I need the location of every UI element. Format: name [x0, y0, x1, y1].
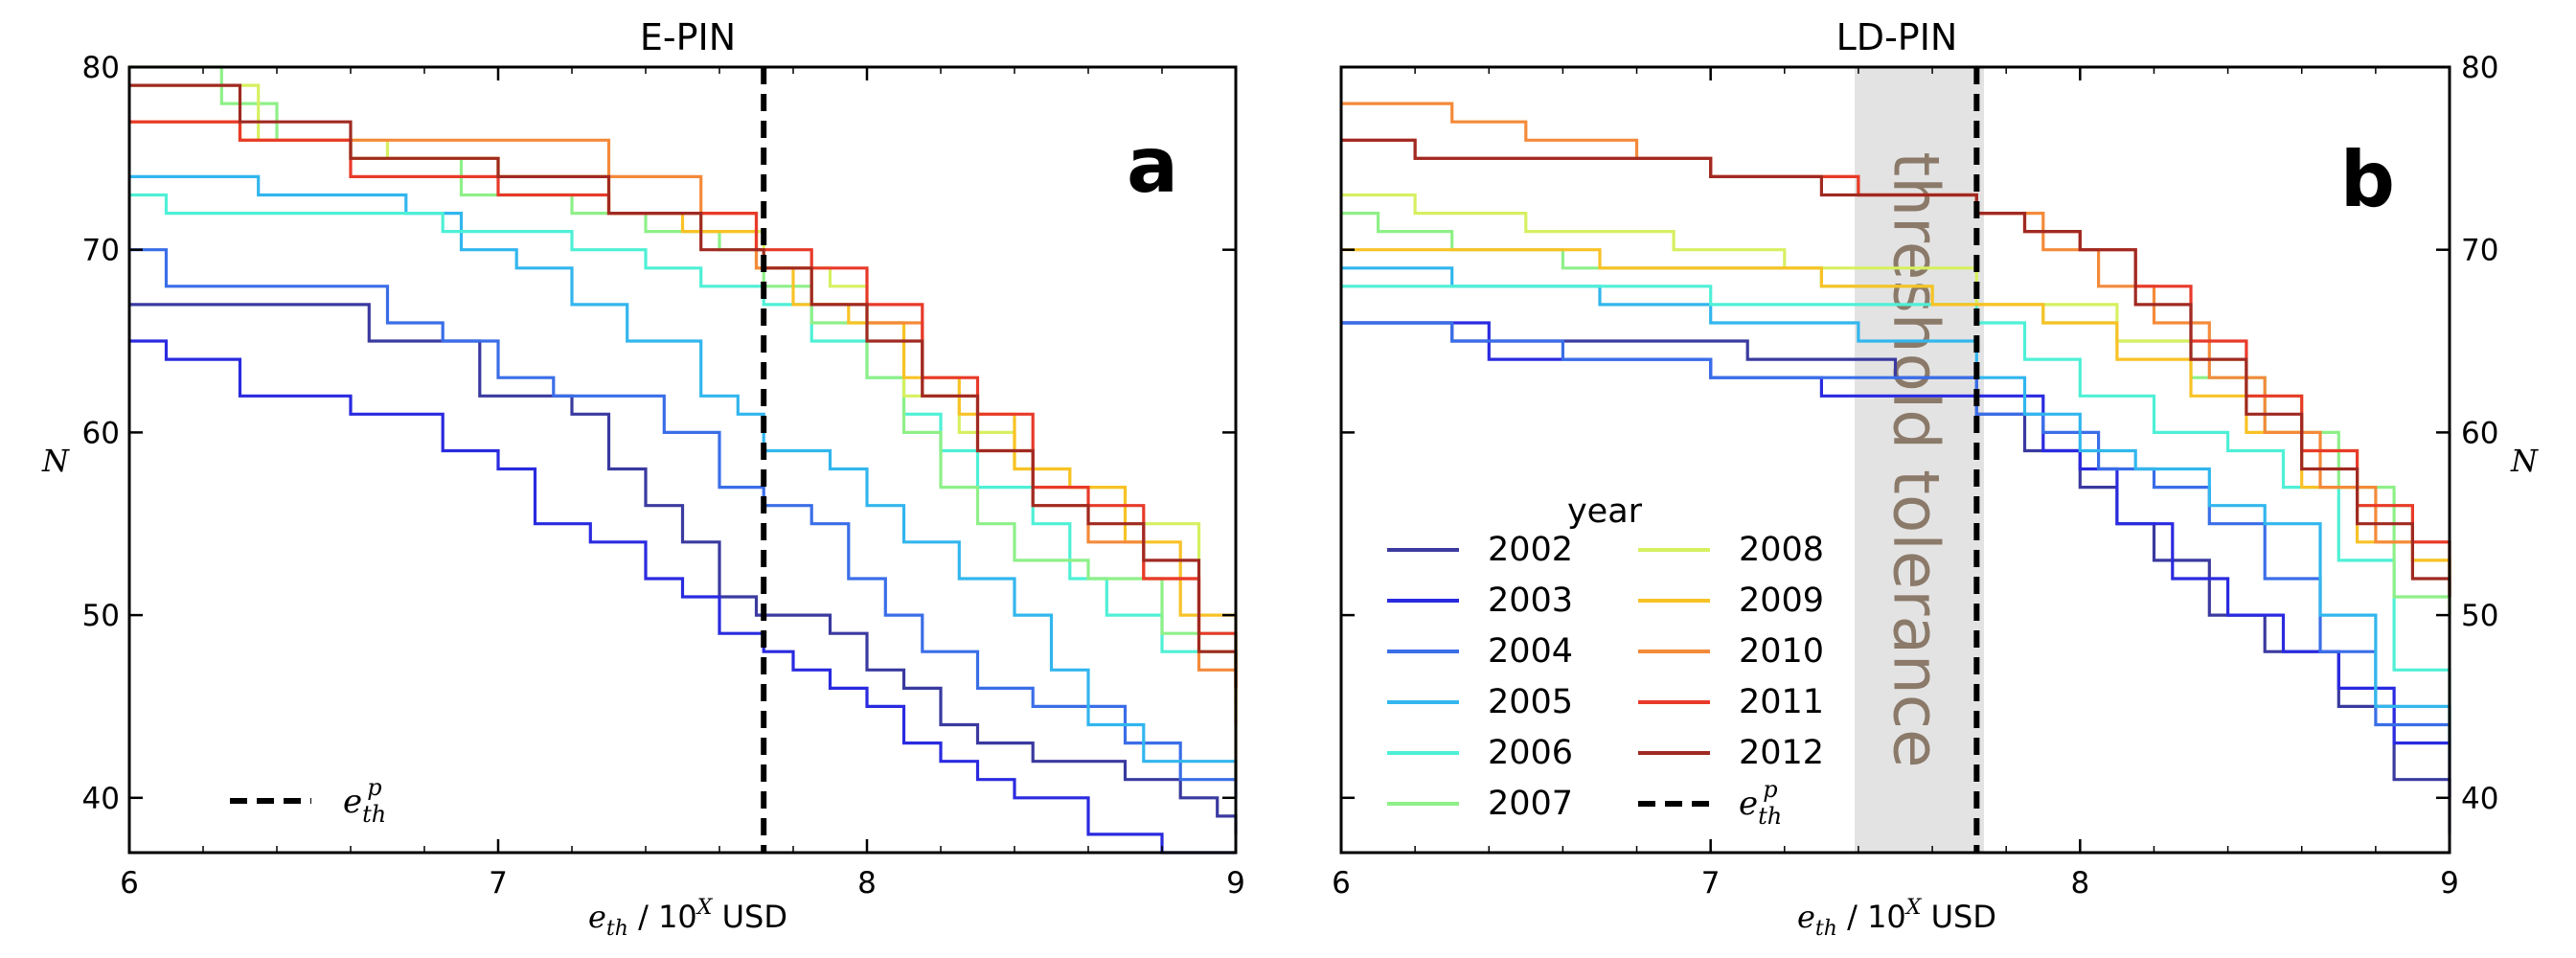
panel-a-series-2011: [129, 120, 1238, 689]
legend-label-2006: 2006: [1488, 734, 1573, 772]
panel-a-series-group: [129, 65, 1238, 855]
panel-a-series-2002: [129, 303, 1238, 834]
panel-b-series-group: [1341, 102, 2451, 834]
panel-b-series-2006: [1341, 285, 2451, 762]
panel-a-series-2012: [129, 83, 1238, 689]
panel-b-y-tick-label: 60: [2461, 416, 2498, 450]
panel-a-frame: [127, 65, 1238, 855]
tolerance-band: [1855, 67, 1985, 853]
panel-b-frame: [1339, 65, 2451, 855]
panel-b-y-tick-label: 40: [2461, 782, 2498, 816]
legend-title: year: [1567, 492, 1643, 531]
panel-b-x-tick-label: 9: [2440, 866, 2459, 901]
panel-a-legend-label: ethp: [343, 774, 386, 828]
panel-a-x-tick-label: 7: [489, 866, 508, 901]
panel-a-series-2003: [129, 339, 1236, 855]
panel-a-x-label: eth / 10X USD: [588, 896, 787, 941]
panel-b-letter: b: [2340, 135, 2395, 224]
panel-b-ticks: 6 7 8 9 40 50 60 70 80: [1332, 51, 2498, 901]
panel-b-x-label: eth / 10X USD: [1797, 896, 1996, 941]
panel-a-x-tick-label: 9: [1226, 866, 1245, 901]
panel-b-y-label: N: [2510, 443, 2539, 479]
panel-b-series-2005: [1341, 266, 2451, 725]
legend-label-2012: 2012: [1739, 734, 1824, 772]
legend-threshold-label: ethp: [1739, 776, 1782, 830]
panel-a-plot-area: [129, 67, 1236, 853]
panel-b-x-tick-label: 8: [2070, 866, 2089, 901]
panel-b-title: LD-PIN: [1836, 16, 1958, 58]
panel-b-x-tick-label: 7: [1701, 866, 1721, 901]
legend-label-2011: 2011: [1739, 683, 1824, 721]
panel-a-x-tick-label: 6: [120, 866, 139, 901]
panel-b-series-2012: [1341, 138, 2451, 597]
legend-label-2003: 2003: [1488, 582, 1573, 620]
legend-label-2010: 2010: [1739, 632, 1824, 671]
panel-b-y-tick-label: 50: [2461, 599, 2498, 633]
panel-a-y-tick-label: 70: [82, 234, 120, 268]
panel-b-x-tick-label: 6: [1332, 866, 1351, 901]
panel-b-legend: year 2002 2003 2004 2005 2006 2007 2008 2009 201…: [1387, 492, 1824, 830]
panel-a-title: E-PIN: [640, 16, 736, 58]
legend-label-2002: 2002: [1488, 531, 1573, 569]
panel-a: E-PIN 6 7 8 9 40 50 60 70 80 a ethp eth / 10X US…: [41, 16, 1245, 941]
legend-label-2004: 2004: [1488, 632, 1573, 671]
panel-a-y-tick-label: 50: [82, 599, 120, 633]
panel-b-series-2009: [1341, 248, 2451, 597]
panel-b: LD-PIN threshold tolerance 6 7 8 9 40 50 60 70 8…: [1332, 16, 2539, 941]
panel-a-y-tick-label: 60: [82, 416, 120, 450]
legend-label-2007: 2007: [1488, 785, 1573, 823]
panel-a-y-tick-label: 80: [82, 51, 120, 85]
panel-a-letter: a: [1127, 121, 1178, 210]
panel-a-y-label: N: [41, 443, 70, 479]
tolerance-label: threshold tolerance: [1880, 151, 1953, 767]
panel-b-y-tick-label: 80: [2461, 51, 2498, 85]
legend-label-2005: 2005: [1488, 683, 1573, 721]
panel-a-legend: ethp: [230, 774, 386, 828]
legend-label-2008: 2008: [1739, 531, 1824, 569]
panel-a-ticks: 6 7 8 9 40 50 60 70 80: [82, 51, 1245, 901]
legend-label-2009: 2009: [1739, 582, 1824, 620]
panel-b-y-tick-label: 70: [2461, 234, 2498, 268]
panel-a-x-tick-label: 8: [857, 866, 877, 901]
panel-a-series-2009: [129, 120, 1238, 780]
panel-a-y-tick-label: 40: [82, 782, 120, 816]
